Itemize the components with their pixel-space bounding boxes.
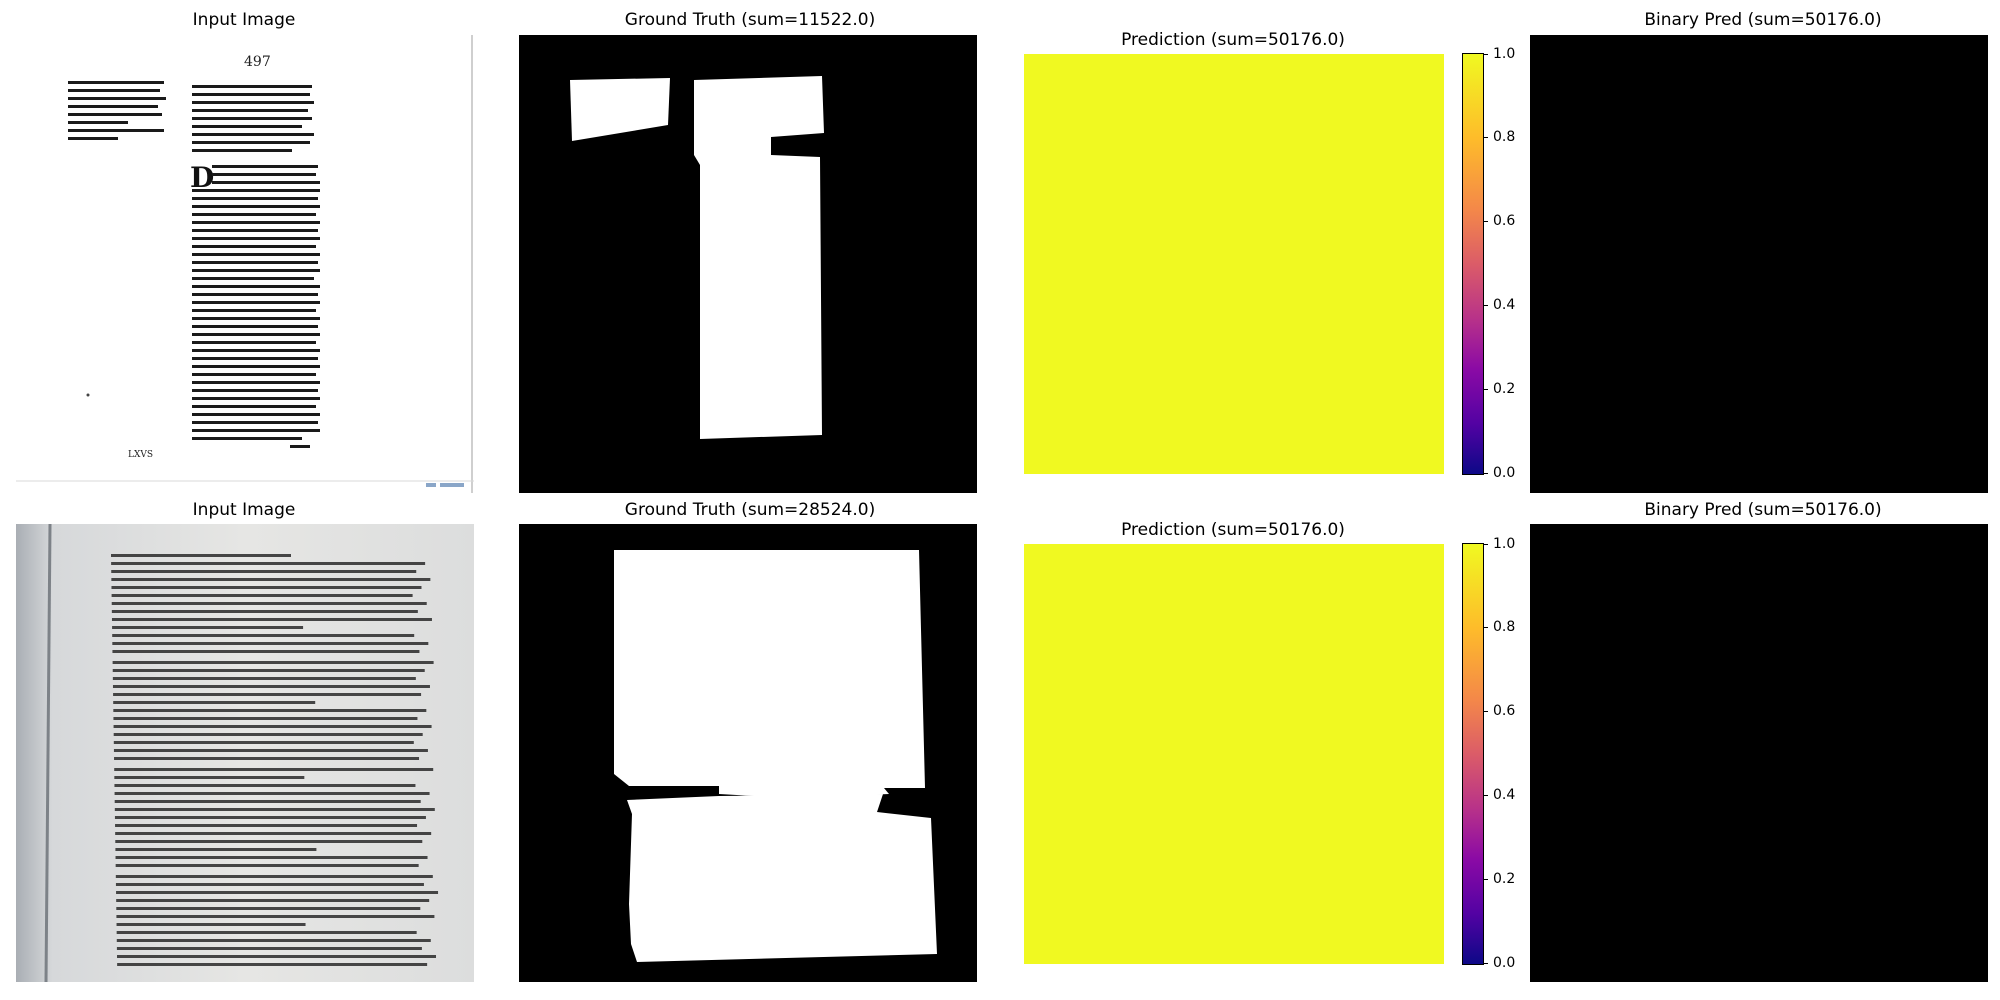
text-line: [113, 733, 423, 736]
row2-pred-title: Prediction (sum=50176.0): [1121, 520, 1345, 540]
row2-cb-tick-3: 0.6: [1493, 703, 1516, 719]
text-line: [113, 717, 418, 720]
row2-cb-tick-0: 0.0: [1493, 955, 1516, 971]
row2-gt-region-bottom: [627, 794, 937, 962]
text-line: [114, 776, 305, 779]
row2-cb-tick-1: 0.2: [1493, 871, 1516, 887]
text-line: [115, 875, 433, 878]
text-line: [115, 883, 424, 886]
row1-cb-tick-5: 1.0: [1493, 46, 1516, 62]
row1-input-title: Input Image: [192, 10, 296, 30]
text-line: [114, 808, 435, 811]
text-line: [111, 610, 418, 613]
text-line: [116, 915, 435, 918]
row2-cb-tick-5: 1.0: [1493, 536, 1516, 552]
text-line: [112, 650, 420, 653]
row1-pred-title: Prediction (sum=50176.0): [1121, 30, 1345, 50]
text-line: [116, 899, 430, 902]
row1-doc-right-header-block: [192, 85, 314, 152]
text-line: [116, 939, 431, 942]
text-line: [111, 602, 427, 605]
row1-cb-tick-2: 0.4: [1493, 297, 1516, 313]
row2-colorbar-ticks: 0.0 0.2 0.4 0.6 0.8 1.0: [1463, 537, 1515, 970]
text-line: [117, 955, 437, 958]
text-line: [116, 923, 306, 926]
row1-gt-mask-svg: [519, 35, 977, 493]
text-line: [113, 749, 428, 752]
text-line: [114, 768, 434, 771]
text-line: [111, 586, 422, 589]
row1-colorbar: [1462, 53, 1484, 475]
text-line: [117, 963, 428, 966]
text-line: [113, 693, 422, 696]
text-line: [112, 677, 416, 680]
row1-document-scan: 497 D: [16, 35, 474, 493]
text-line: [115, 856, 428, 859]
text-line: [114, 757, 420, 760]
text-line: [114, 800, 421, 803]
text-line: [116, 931, 417, 934]
row2-ground-truth-mask: [519, 524, 977, 982]
row1-doc-drop-cap: D: [190, 161, 214, 194]
text-line: [111, 618, 432, 621]
text-line: [111, 578, 431, 581]
text-line: [111, 594, 413, 597]
text-line: [114, 792, 430, 795]
text-line: [113, 709, 427, 712]
row2-cb-tick-2: 0.4: [1493, 787, 1516, 803]
row2-prediction-heatmap: [1024, 544, 1444, 964]
row1-doc-left-text-block: [68, 81, 166, 140]
row1-cb-tick-3: 0.6: [1493, 213, 1516, 229]
row1-gt-region-right: [694, 76, 824, 439]
text-line: [115, 864, 419, 867]
text-line: [112, 626, 304, 629]
row2-colorbar: [1462, 543, 1484, 965]
row1-doc-corner-marks: [426, 483, 464, 487]
text-line: [116, 907, 421, 910]
row1-cb-tick-1: 0.2: [1493, 381, 1516, 397]
text-line: [112, 669, 425, 672]
text-line: [112, 661, 434, 664]
row1-gt-title: Ground Truth (sum=11522.0): [624, 10, 876, 30]
row1-cb-tick-0: 0.0: [1493, 465, 1516, 481]
text-line: [111, 570, 417, 573]
row2-binary-prediction: [1530, 524, 1988, 982]
text-line: [116, 947, 422, 950]
text-line: [115, 840, 423, 843]
row1-gt-region-left: [570, 78, 670, 141]
text-line: [112, 634, 415, 637]
text-line: [114, 784, 416, 787]
text-line: [112, 642, 429, 645]
text-line: [115, 848, 317, 851]
row2-gt-mask-svg: [519, 524, 977, 982]
row2-gt-title: Ground Truth (sum=28524.0): [624, 500, 876, 520]
row2-cb-tick-4: 0.8: [1493, 619, 1516, 635]
row2-input-title: Input Image: [192, 500, 296, 520]
text-line: [113, 741, 414, 744]
row2-doc-text-lines: [111, 554, 439, 966]
text-line: [113, 701, 316, 704]
text-line: [111, 562, 426, 565]
text-line: [112, 685, 430, 688]
text-line: [115, 832, 432, 835]
row1-cb-tick-4: 0.8: [1493, 129, 1516, 145]
row1-ground-truth-mask: [519, 35, 977, 493]
row1-prediction-heatmap: [1024, 54, 1444, 474]
row2-gt-region-top: [614, 550, 925, 798]
text-line: [111, 554, 291, 557]
row1-doc-page-number: 497: [244, 54, 271, 70]
text-line: [113, 725, 432, 728]
text-line: [116, 891, 439, 894]
row1-binary-prediction: [1530, 35, 1988, 493]
text-line: [114, 816, 426, 819]
row1-bin-title: Binary Pred (sum=50176.0): [1644, 10, 1882, 30]
row2-document-scan: [16, 524, 474, 982]
row1-doc-main-text-column: [192, 165, 320, 448]
row1-colorbar-ticks: 0.0 0.2 0.4 0.6 0.8 1.0: [1463, 47, 1515, 480]
text-line: [115, 824, 418, 827]
row1-doc-footer-mark: LXVS: [128, 450, 153, 460]
row2-bin-title: Binary Pred (sum=50176.0): [1644, 500, 1882, 520]
row2-input-image: [16, 524, 474, 982]
row1-input-image: 497 D: [16, 35, 474, 493]
